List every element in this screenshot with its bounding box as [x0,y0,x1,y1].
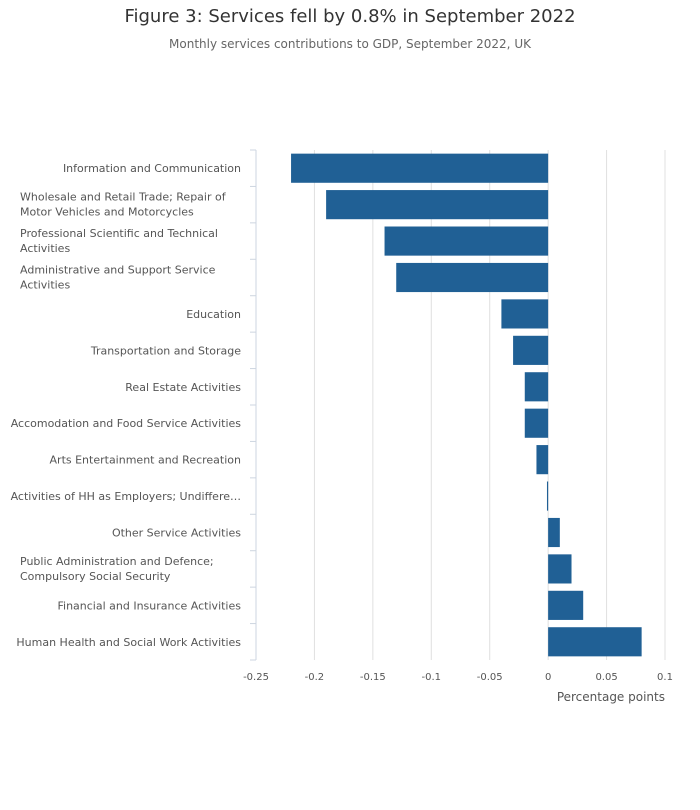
category-label-line: Motor Vehicles and Motorcycles [20,206,194,219]
x-tick-label: -0.05 [477,672,503,683]
category-labels: Information and Communication Wholesale a… [11,162,242,649]
category-label-line: Administrative and Support Service [20,264,216,277]
category-label: Public Administration and Defence; Compul… [20,555,214,583]
category-label: Information and Communication [63,162,241,175]
bar [513,335,549,365]
category-label-line: Activities [20,279,70,292]
bar [396,262,549,293]
x-tick-label: -0.15 [360,672,386,683]
bar [548,517,560,548]
category-label-line: Activities [20,242,70,255]
category-label: Professional Scientific and Technical Act… [20,227,218,255]
category-label: Other Service Activities [112,527,241,540]
bar [524,372,549,402]
category-label-line: Wholesale and Retail Trade; Repair of [20,191,227,204]
bar [501,299,549,329]
bar [524,408,549,438]
chart-subtitle: Monthly services contributions to GDP, S… [169,37,531,51]
category-label: Administrative and Support Service Activi… [20,264,216,292]
bar [384,226,549,256]
category-label: Activities of HH as Employers; Undiffere… [11,490,241,503]
x-tick-label: 0 [545,672,551,683]
category-label: Accomodation and Food Service Activities [11,417,242,430]
x-axis-title: Percentage points [557,690,665,704]
bar [291,153,549,183]
bar [548,554,572,584]
x-tick-label: 0.1 [657,672,673,683]
bars [291,153,642,657]
category-label-line: Professional Scientific and Technical [20,227,218,240]
bar [546,481,549,511]
x-tick-label: -0.1 [422,672,442,683]
x-tick-label: 0.05 [595,672,617,683]
category-label: Human Health and Social Work Activities [16,636,241,649]
bar [326,190,549,220]
x-axis-ticks: -0.25 -0.2 -0.15 -0.1 -0.05 0 0.05 0.1 [243,672,673,683]
category-label: Real Estate Activities [125,381,241,394]
category-label: Wholesale and Retail Trade; Repair of Mot… [20,191,227,219]
category-label: Education [186,308,241,321]
bar [548,590,584,620]
bar [536,445,549,475]
x-tick-label: -0.2 [305,672,325,683]
category-label: Transportation and Storage [90,344,241,357]
chart-title: Figure 3: Services fell by 0.8% in Septe… [124,6,576,27]
category-label-line: Compulsory Social Security [20,570,171,583]
category-label: Arts Entertainment and Recreation [50,454,242,467]
category-label-line: Public Administration and Defence; [20,555,214,568]
bar [548,627,642,657]
x-tick-label: -0.25 [243,672,269,683]
category-label: Financial and Insurance Activities [57,599,241,612]
